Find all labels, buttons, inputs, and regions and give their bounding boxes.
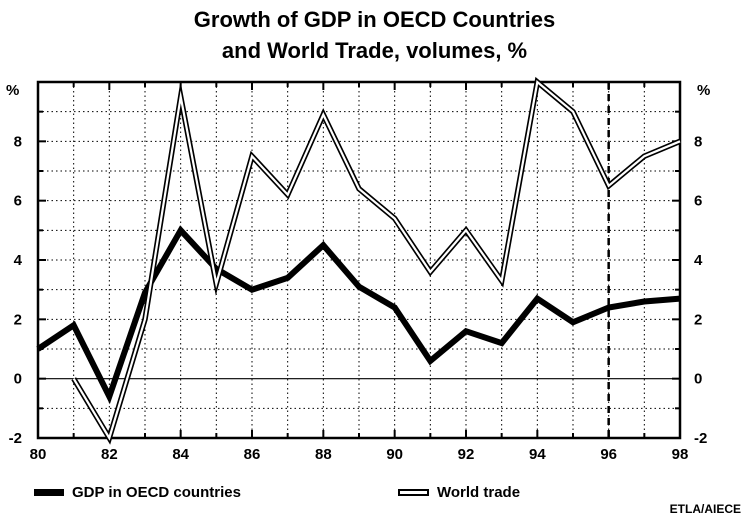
x-tick-label: 90: [386, 446, 403, 463]
x-tick-label: 98: [672, 446, 689, 463]
axis-labels: 80 82 84 86 88 90 92 94 96 98-2 -20 02 24 46 68 8%%: [6, 82, 710, 463]
x-tick-label: 94: [529, 446, 546, 463]
chart-title: Growth of GDP in OECD Countries and Worl…: [0, 4, 749, 66]
y-tick-label-right: 4: [694, 252, 703, 269]
world-trade-legend-swatch: [398, 488, 429, 496]
x-tick-label: 86: [244, 446, 261, 463]
y-tick-label-left: 0: [14, 371, 22, 388]
x-tick-label: 96: [600, 446, 617, 463]
y-tick-label-right: -2: [694, 430, 707, 447]
legend-item-world-trade: World trade: [398, 480, 520, 504]
legend-item-gdp: GDP in OECD countries: [34, 480, 241, 504]
x-tick-label: 82: [101, 446, 118, 463]
x-tick-label: 84: [172, 446, 189, 463]
gdp-legend-swatch: [34, 488, 64, 496]
y-tick-label-left: 4: [14, 252, 23, 269]
y-tick-label-left: 8: [14, 133, 22, 150]
y-tick-label-left: 2: [14, 311, 22, 328]
gdp-legend-label: GDP in OECD countries: [72, 483, 241, 501]
x-tick-label: 88: [315, 446, 332, 463]
chart-title-line-2: and World Trade, volumes, %: [221, 38, 528, 63]
x-tick-label: 80: [30, 446, 47, 463]
tick-marks: [37, 81, 681, 439]
x-tick-label: 92: [458, 446, 475, 463]
y-tick-label-left: -2: [9, 430, 22, 447]
series-lines: [36, 76, 682, 445]
y-axis-unit-left: %: [6, 82, 19, 99]
y-axis-unit-right: %: [697, 82, 710, 99]
gdp-line: [36, 225, 681, 405]
source-credit: ETLA/AIECE: [669, 502, 741, 516]
world-trade-legend-label: World trade: [437, 483, 521, 501]
y-tick-label-right: 2: [694, 311, 702, 328]
y-tick-label-right: 8: [694, 133, 702, 150]
chart-title-line-1: Growth of GDP in OECD Countries: [193, 7, 556, 32]
y-tick-label-left: 6: [14, 193, 22, 210]
y-tick-label-right: 0: [694, 371, 702, 388]
world-trade-line-inner: [72, 79, 681, 441]
grid-lines: [38, 82, 680, 438]
y-tick-label-right: 6: [694, 193, 702, 210]
